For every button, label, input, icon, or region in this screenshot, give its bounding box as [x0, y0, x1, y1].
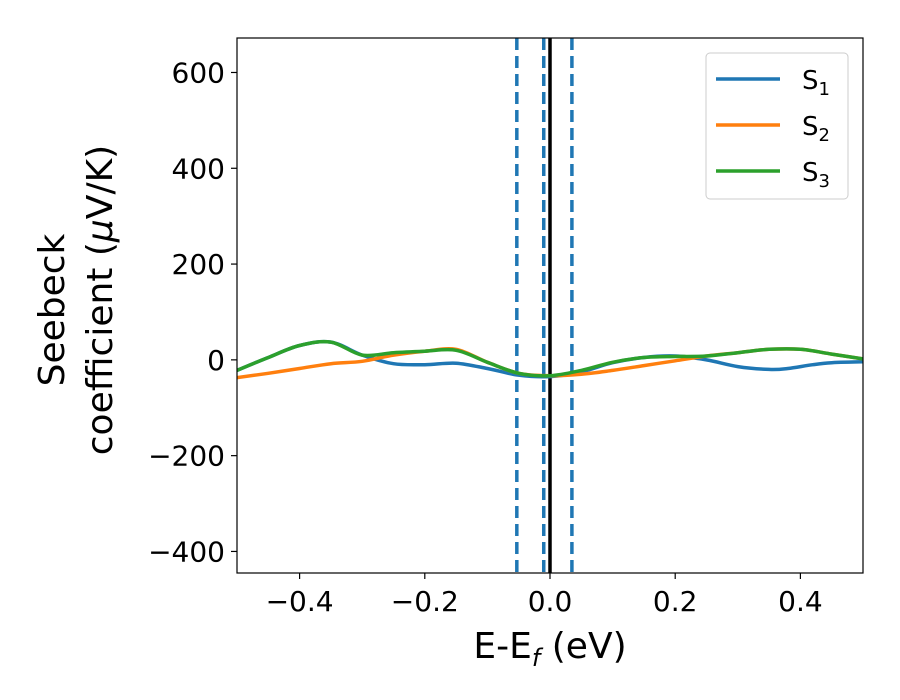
reference-lines: [515, 38, 574, 573]
x-tick-label: −0.2: [391, 585, 459, 618]
series-lines: [237, 339, 863, 380]
y-tick-label: 0: [207, 344, 225, 377]
y-axis-label: Seebeck coefficient (μV/K): [32, 145, 121, 455]
y-tick-label: 400: [172, 152, 225, 185]
y-tick-label: 200: [172, 248, 225, 281]
x-axis-label: E-Ef (eV): [473, 626, 626, 672]
x-tick-label: 0.4: [778, 585, 823, 618]
y-tick-label: −400: [148, 535, 225, 568]
legend-label-s2: S2: [802, 112, 830, 146]
x-tick-label: 0.0: [528, 585, 573, 618]
legend-label-s1: S1: [802, 66, 830, 100]
y-axis-label-line2: coefficient (μV/K): [80, 145, 121, 455]
legend: S1 S2 S3: [705, 52, 849, 200]
x-axis-ticks: −0.4 −0.2 0.0 0.2 0.4: [266, 573, 823, 618]
x-tick-label: 0.2: [653, 585, 698, 618]
y-tick-label: −200: [148, 440, 225, 473]
x-tick-label: −0.4: [266, 585, 334, 618]
legend-label-s3: S3: [802, 158, 830, 192]
y-axis-ticks: 600 400 200 0 −200 −400: [148, 56, 237, 568]
series-line-s3: [237, 339, 863, 378]
y-tick-label: 600: [172, 56, 225, 89]
y-axis-label-line1: Seebeck: [32, 233, 73, 386]
